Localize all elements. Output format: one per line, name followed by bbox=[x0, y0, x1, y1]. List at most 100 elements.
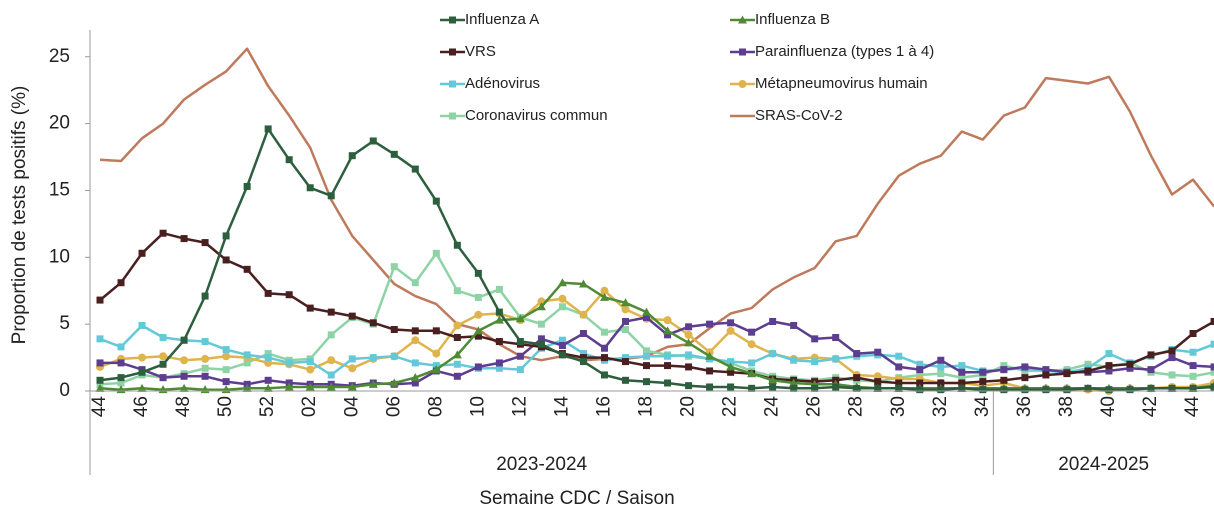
marker bbox=[263, 383, 273, 392]
marker bbox=[494, 315, 504, 324]
marker bbox=[284, 382, 294, 391]
marker bbox=[326, 382, 336, 391]
marker bbox=[1000, 376, 1008, 384]
marker bbox=[327, 356, 336, 365]
marker bbox=[664, 379, 672, 387]
marker bbox=[958, 384, 966, 392]
marker bbox=[684, 330, 693, 339]
marker bbox=[1063, 386, 1071, 394]
marker bbox=[474, 363, 482, 371]
marker bbox=[411, 379, 419, 387]
marker bbox=[937, 363, 945, 371]
marker bbox=[622, 325, 629, 333]
marker bbox=[495, 364, 503, 372]
marker bbox=[832, 355, 840, 363]
series-line bbox=[99, 281, 1214, 391]
marker bbox=[179, 383, 189, 392]
marker bbox=[1021, 363, 1029, 371]
marker bbox=[327, 192, 335, 200]
x-tick-label: 18 bbox=[636, 396, 657, 417]
marker bbox=[180, 356, 189, 365]
marker bbox=[1210, 383, 1214, 391]
x-tick-label: 26 bbox=[804, 396, 825, 417]
marker bbox=[832, 334, 840, 342]
marker bbox=[306, 304, 314, 312]
marker bbox=[726, 326, 735, 335]
marker bbox=[578, 279, 588, 288]
marker bbox=[201, 364, 209, 372]
marker bbox=[449, 48, 456, 56]
marker bbox=[495, 308, 503, 316]
marker bbox=[432, 197, 440, 205]
marker bbox=[643, 378, 651, 386]
x-tick-label: 48 bbox=[173, 396, 194, 417]
marker bbox=[453, 334, 461, 342]
marker bbox=[117, 379, 125, 387]
marker bbox=[306, 358, 314, 366]
marker bbox=[738, 15, 747, 24]
marker bbox=[579, 310, 588, 319]
marker bbox=[705, 351, 715, 360]
marker bbox=[201, 292, 209, 300]
marker bbox=[685, 323, 693, 331]
marker bbox=[473, 326, 483, 335]
marker bbox=[201, 338, 209, 346]
x-tick-label: 40 bbox=[1098, 396, 1119, 417]
marker bbox=[916, 371, 924, 379]
marker bbox=[410, 373, 420, 382]
marker bbox=[242, 383, 252, 392]
marker bbox=[664, 352, 672, 360]
season-label: 2023-2024 bbox=[496, 454, 587, 475]
marker bbox=[1000, 386, 1008, 394]
marker bbox=[264, 350, 272, 358]
marker bbox=[411, 336, 420, 345]
marker bbox=[516, 352, 524, 360]
marker bbox=[853, 350, 861, 358]
marker bbox=[738, 80, 747, 88]
x-tick-label: 38 bbox=[1056, 396, 1077, 417]
marker bbox=[643, 352, 651, 360]
legend-label: VRS bbox=[465, 43, 496, 60]
marker bbox=[790, 356, 798, 364]
marker bbox=[222, 232, 230, 240]
marker bbox=[958, 374, 966, 382]
marker bbox=[979, 378, 987, 386]
marker bbox=[727, 383, 735, 391]
marker bbox=[327, 371, 335, 379]
marker bbox=[832, 383, 840, 391]
marker bbox=[937, 370, 945, 378]
marker bbox=[1000, 366, 1008, 374]
marker bbox=[1168, 371, 1176, 379]
marker bbox=[769, 317, 777, 325]
marker bbox=[1105, 350, 1113, 358]
marker bbox=[739, 48, 746, 56]
marker bbox=[1147, 384, 1155, 392]
marker bbox=[159, 360, 167, 368]
marker bbox=[432, 327, 440, 335]
marker bbox=[431, 365, 441, 374]
marker bbox=[937, 386, 945, 394]
season-label: 2024-2025 bbox=[1058, 454, 1149, 475]
marker bbox=[305, 382, 315, 391]
legend-label: Influenza A bbox=[465, 11, 539, 28]
marker bbox=[453, 287, 461, 295]
x-tick-label: 20 bbox=[678, 396, 699, 417]
marker bbox=[159, 334, 167, 342]
marker bbox=[600, 354, 608, 362]
legend-label: Coronavirus commun bbox=[465, 107, 608, 124]
marker bbox=[368, 379, 378, 388]
marker bbox=[201, 372, 209, 380]
marker bbox=[180, 372, 188, 380]
marker bbox=[348, 355, 356, 363]
marker bbox=[180, 336, 188, 344]
marker bbox=[222, 366, 230, 374]
marker bbox=[706, 383, 714, 391]
marker bbox=[622, 358, 629, 366]
marker bbox=[536, 302, 546, 311]
marker bbox=[138, 249, 146, 257]
x-tick-label: 06 bbox=[383, 396, 404, 417]
marker bbox=[1210, 317, 1214, 325]
marker bbox=[748, 328, 756, 336]
marker bbox=[432, 249, 440, 257]
marker bbox=[706, 320, 714, 328]
